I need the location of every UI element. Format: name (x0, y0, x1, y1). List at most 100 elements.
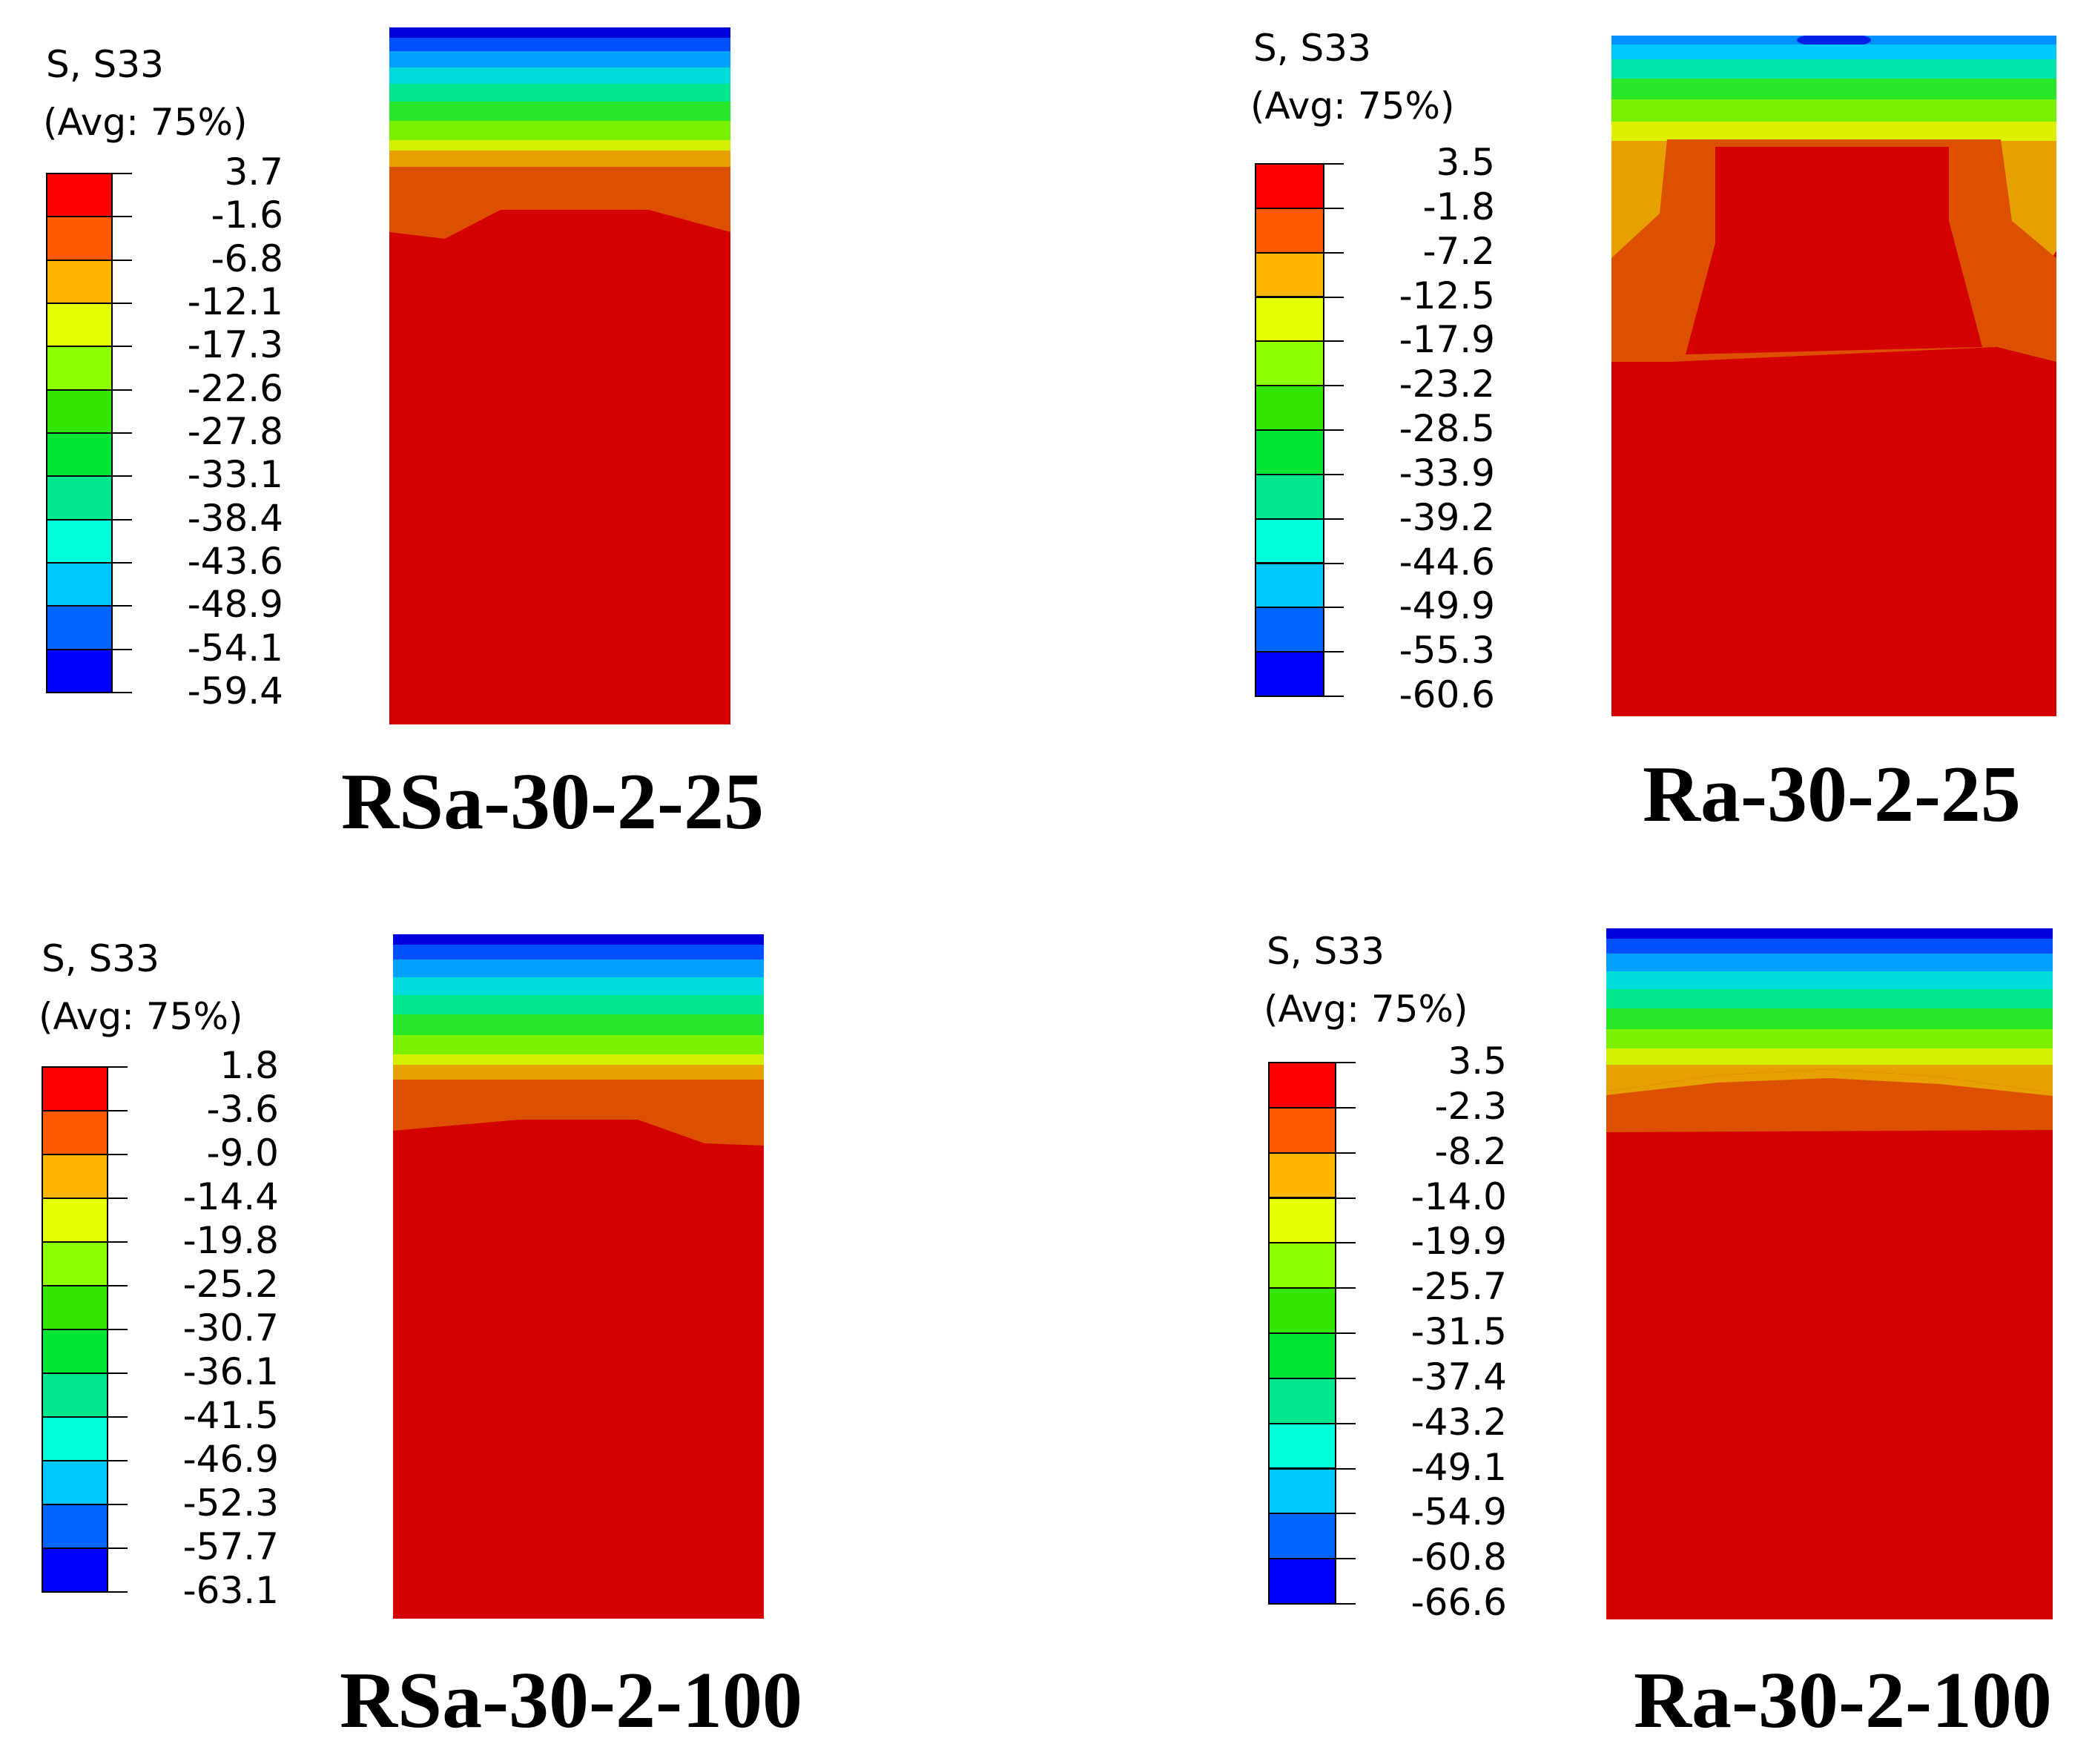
legend-tick-mark (1324, 296, 1344, 298)
stress-contour-plot (393, 934, 764, 1619)
legend-swatch (46, 648, 113, 693)
legend-tick-mark (1324, 473, 1344, 475)
legend-tick-label: -2.3 (1434, 1084, 1507, 1128)
contour-band (389, 84, 730, 102)
legend-swatch (1255, 340, 1324, 387)
legend-tick-mark (113, 346, 132, 348)
contour-band (1606, 1008, 2053, 1029)
legend-tick-label: -22.6 (187, 366, 283, 410)
legend-tick-label: -7.2 (1422, 229, 1495, 273)
legend-tick-label: -49.1 (1410, 1445, 1507, 1489)
legend-tick-mark (108, 1154, 128, 1155)
legend-tick-mark (108, 1066, 128, 1068)
legend-tick-mark (113, 216, 132, 218)
contour-band (393, 1035, 764, 1054)
contour-band (393, 934, 764, 945)
legend-swatch (46, 216, 113, 261)
panel-rsa-30-2-100: S, S33 (Avg: 75%) 1.8 -3.6 -9.0 -14.4 -19.8-… (39, 934, 802, 1741)
contour-band (393, 1054, 764, 1065)
legend-tick-label: -1.8 (1422, 185, 1495, 228)
contour-band (389, 67, 730, 84)
contour-band (1686, 147, 1982, 354)
legend-tick-label: -60.6 (1399, 673, 1495, 716)
contour-band (1606, 1078, 2053, 1132)
legend-title-averaging: (Avg: 75%) (1250, 85, 1455, 128)
contour-band (1606, 928, 2053, 939)
legend-swatch (46, 259, 113, 304)
legend-swatch (1268, 1106, 1336, 1154)
legend-tick-mark (108, 1591, 128, 1593)
contour-band (1606, 1029, 2053, 1048)
legend-swatch (42, 1198, 108, 1243)
legend-tick-label: 1.8 (220, 1044, 279, 1087)
legend-tick-label: -14.0 (1410, 1175, 1507, 1218)
legend-tick-label: -17.3 (187, 323, 283, 367)
legend-tick-mark (1336, 1242, 1356, 1244)
panel-caption: Ra-30-2-100 (1634, 1656, 2052, 1745)
legend-tick-mark (108, 1372, 128, 1374)
legend-swatch (1255, 385, 1324, 431)
legend-tick-mark (108, 1547, 128, 1549)
panel-rsa-30-2-25: S, S33 (Avg: 75%) 3.7 -1.6 -6.8 -12.1 -17.3-… (0, 0, 1046, 875)
contour-band (1611, 362, 2056, 716)
legend-tick-label: -37.4 (1410, 1355, 1507, 1398)
contour-band (393, 1014, 764, 1035)
legend-title-variable: S, S33 (1253, 27, 1371, 70)
stress-contour-plot (389, 27, 730, 724)
legend-tick-label: 3.5 (1448, 1040, 1507, 1083)
contour-band (1611, 122, 2056, 141)
legend-tick-label: -27.8 (187, 410, 283, 453)
legend-tick-label: -48.9 (187, 583, 283, 627)
contour-band (389, 102, 730, 121)
legend-tick-mark (108, 1241, 128, 1243)
legend-swatch (1268, 1422, 1336, 1470)
legend-swatch (42, 1329, 108, 1374)
legend-tick-label: -38.4 (187, 496, 283, 540)
legend-tick-mark (1324, 429, 1344, 431)
legend-tick-mark (1324, 651, 1344, 653)
legend-swatch (1255, 607, 1324, 653)
legend-swatch (1268, 1558, 1336, 1605)
legend-swatch (1255, 651, 1324, 697)
legend-tick-label: -52.3 (182, 1481, 279, 1524)
contour-band (393, 945, 764, 959)
legend-title-variable: S, S33 (1267, 930, 1385, 973)
contour-band (393, 959, 764, 977)
legend-tick-label: -54.1 (187, 626, 283, 670)
legend-title-variable: S, S33 (42, 937, 159, 980)
legend-swatch (46, 562, 113, 607)
legend-tick-label: -30.7 (182, 1307, 279, 1350)
panel-caption: Ra-30-2-25 (1643, 750, 2021, 839)
legend-tick-mark (1336, 1377, 1356, 1379)
legend-tick-label: -63.1 (182, 1569, 279, 1612)
legend-title-averaging: (Avg: 75%) (43, 101, 248, 144)
legend-swatch (46, 605, 113, 650)
contour-band (389, 38, 730, 51)
legend-tick-mark (113, 605, 132, 607)
legend-tick-mark (113, 389, 132, 391)
panel-caption: RSa-30-2-25 (341, 758, 764, 846)
legend-tick-mark (113, 648, 132, 650)
contour-band (1606, 989, 2053, 1008)
legend-tick-label: -41.5 (182, 1394, 279, 1437)
legend-swatch (1268, 1242, 1336, 1289)
legend-tick-label: -28.5 (1399, 407, 1495, 450)
legend-swatch (42, 1460, 108, 1505)
legend-swatch (42, 1372, 108, 1418)
legend-tick-label: -31.5 (1410, 1310, 1507, 1353)
legend-tick-mark (1336, 1332, 1356, 1334)
contour-band (1606, 1048, 2053, 1065)
contour-band (1611, 44, 2056, 59)
legend-swatch (1268, 1467, 1336, 1515)
legend-tick-mark (1336, 1062, 1356, 1063)
legend-tick-mark (113, 259, 132, 261)
legend-tick-label: -9.0 (206, 1132, 279, 1175)
legend-tick-mark (1336, 1467, 1356, 1470)
legend-swatch (1268, 1152, 1336, 1199)
contour-band (389, 140, 730, 151)
legend-tick-label: -12.5 (1399, 274, 1495, 317)
legend-swatch (42, 1241, 108, 1286)
legend-swatch (1255, 429, 1324, 475)
